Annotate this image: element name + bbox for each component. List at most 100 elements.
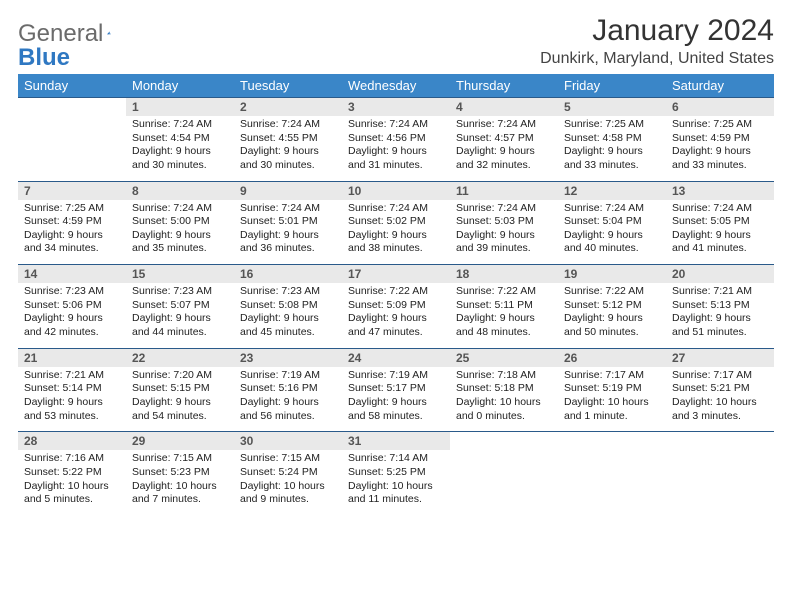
day-details: Sunrise: 7:24 AMSunset: 5:03 PMDaylight:… bbox=[450, 200, 558, 265]
day-details: Sunrise: 7:23 AMSunset: 5:08 PMDaylight:… bbox=[234, 283, 342, 348]
weekday-tuesday: Tuesday bbox=[234, 74, 342, 98]
calendar-cell: 4 Sunrise: 7:24 AMSunset: 4:57 PMDaylight… bbox=[450, 98, 558, 182]
calendar-cell bbox=[558, 432, 666, 515]
calendar-cell: 25Sunrise: 7:18 AMSunset: 5:18 PMDayligh… bbox=[450, 348, 558, 432]
day-detail-line: Sunrise: 7:25 AM bbox=[672, 118, 768, 132]
day-details: Sunrise: 7:23 AMSunset: 5:06 PMDaylight:… bbox=[18, 283, 126, 348]
day-number: 31 bbox=[342, 432, 450, 450]
day-details: Sunrise: 7:23 AMSunset: 5:07 PMDaylight:… bbox=[126, 283, 234, 348]
weekday-saturday: Saturday bbox=[666, 74, 774, 98]
day-details: Sunrise: 7:15 AMSunset: 5:23 PMDaylight:… bbox=[126, 450, 234, 515]
day-detail-line: Daylight: 9 hours and 40 minutes. bbox=[564, 229, 660, 256]
day-detail-line: Daylight: 9 hours and 51 minutes. bbox=[672, 312, 768, 339]
day-number: 17 bbox=[342, 265, 450, 283]
calendar-cell: 22Sunrise: 7:20 AMSunset: 5:15 PMDayligh… bbox=[126, 348, 234, 432]
day-detail-line: Daylight: 9 hours and 48 minutes. bbox=[456, 312, 552, 339]
day-number: 29 bbox=[126, 432, 234, 450]
calendar-cell: 5Sunrise: 7:25 AMSunset: 4:58 PMDaylight… bbox=[558, 98, 666, 182]
day-detail-line: Sunrise: 7:20 AM bbox=[132, 369, 228, 383]
day-detail-line: Daylight: 10 hours and 5 minutes. bbox=[24, 480, 120, 507]
day-detail-line: Daylight: 10 hours and 11 minutes. bbox=[348, 480, 444, 507]
day-detail-line: Sunset: 4:59 PM bbox=[24, 215, 120, 229]
day-detail-line: Sunset: 5:18 PM bbox=[456, 382, 552, 396]
calendar-cell: 28Sunrise: 7:16 AMSunset: 5:22 PMDayligh… bbox=[18, 432, 126, 515]
day-detail-line: Sunrise: 7:22 AM bbox=[348, 285, 444, 299]
day-detail-line: Sunrise: 7:23 AM bbox=[132, 285, 228, 299]
brand-logo: General bbox=[18, 14, 129, 48]
day-details: Sunrise: 7:19 AMSunset: 5:17 PMDaylight:… bbox=[342, 367, 450, 432]
day-details: Sunrise: 7:14 AMSunset: 5:25 PMDaylight:… bbox=[342, 450, 450, 515]
day-detail-line: Daylight: 9 hours and 31 minutes. bbox=[348, 145, 444, 172]
day-number: 4 bbox=[450, 98, 558, 116]
day-details: Sunrise: 7:22 AMSunset: 5:09 PMDaylight:… bbox=[342, 283, 450, 348]
day-detail-line: Daylight: 9 hours and 50 minutes. bbox=[564, 312, 660, 339]
day-details: Sunrise: 7:17 AMSunset: 5:19 PMDaylight:… bbox=[558, 367, 666, 432]
calendar-cell: 9Sunrise: 7:24 AMSunset: 5:01 PMDaylight… bbox=[234, 181, 342, 265]
day-detail-line: Sunset: 5:19 PM bbox=[564, 382, 660, 396]
day-detail-line: Sunrise: 7:15 AM bbox=[240, 452, 336, 466]
day-detail-line: Sunset: 5:05 PM bbox=[672, 215, 768, 229]
day-detail-line: Daylight: 9 hours and 39 minutes. bbox=[456, 229, 552, 256]
calendar-cell: 19Sunrise: 7:22 AMSunset: 5:12 PMDayligh… bbox=[558, 265, 666, 349]
day-detail-line: Daylight: 9 hours and 47 minutes. bbox=[348, 312, 444, 339]
day-detail-line: Sunrise: 7:24 AM bbox=[348, 118, 444, 132]
day-detail-line: Sunset: 5:16 PM bbox=[240, 382, 336, 396]
day-detail-line: Sunrise: 7:24 AM bbox=[456, 118, 552, 132]
day-detail-line: Daylight: 9 hours and 32 minutes. bbox=[456, 145, 552, 172]
day-detail-line: Sunrise: 7:24 AM bbox=[564, 202, 660, 216]
day-number: 23 bbox=[234, 349, 342, 367]
day-detail-line: Daylight: 9 hours and 42 minutes. bbox=[24, 312, 120, 339]
month-title: January 2024 bbox=[540, 14, 774, 48]
day-detail-line: Sunrise: 7:19 AM bbox=[348, 369, 444, 383]
day-details: Sunrise: 7:24 AMSunset: 4:55 PMDaylight:… bbox=[234, 116, 342, 181]
calendar-row: 28Sunrise: 7:16 AMSunset: 5:22 PMDayligh… bbox=[18, 432, 774, 515]
day-detail-line: Sunset: 5:14 PM bbox=[24, 382, 120, 396]
day-detail-line: Sunset: 4:56 PM bbox=[348, 132, 444, 146]
day-details: Sunrise: 7:21 AMSunset: 5:14 PMDaylight:… bbox=[18, 367, 126, 432]
location-text: Dunkirk, Maryland, United States bbox=[540, 50, 774, 68]
day-detail-line: Sunset: 5:02 PM bbox=[348, 215, 444, 229]
day-number: 18 bbox=[450, 265, 558, 283]
page-header: General January 2024 Dunkirk, Maryland, … bbox=[18, 14, 774, 68]
day-number: 15 bbox=[126, 265, 234, 283]
day-detail-line: Sunrise: 7:24 AM bbox=[672, 202, 768, 216]
day-detail-line: Sunset: 5:12 PM bbox=[564, 299, 660, 313]
day-number: 2 bbox=[234, 98, 342, 116]
day-detail-line: Sunrise: 7:24 AM bbox=[240, 202, 336, 216]
day-detail-line: Daylight: 9 hours and 33 minutes. bbox=[672, 145, 768, 172]
weekday-sunday: Sunday bbox=[18, 74, 126, 98]
day-detail-line: Sunset: 4:55 PM bbox=[240, 132, 336, 146]
day-detail-line: Sunset: 5:03 PM bbox=[456, 215, 552, 229]
day-details: Sunrise: 7:25 AMSunset: 4:58 PMDaylight:… bbox=[558, 116, 666, 181]
day-number: 5 bbox=[558, 98, 666, 116]
day-detail-line: Sunset: 5:17 PM bbox=[348, 382, 444, 396]
day-detail-line: Sunset: 4:57 PM bbox=[456, 132, 552, 146]
day-detail-line: Daylight: 10 hours and 1 minute. bbox=[564, 396, 660, 423]
calendar-row: 21Sunrise: 7:21 AMSunset: 5:14 PMDayligh… bbox=[18, 348, 774, 432]
day-number: 12 bbox=[558, 182, 666, 200]
day-detail-line: Sunrise: 7:25 AM bbox=[24, 202, 120, 216]
calendar-cell: 18Sunrise: 7:22 AMSunset: 5:11 PMDayligh… bbox=[450, 265, 558, 349]
day-detail-line: Sunrise: 7:16 AM bbox=[24, 452, 120, 466]
day-number: 21 bbox=[18, 349, 126, 367]
day-detail-line: Sunrise: 7:23 AM bbox=[240, 285, 336, 299]
day-detail-line: Sunset: 5:24 PM bbox=[240, 466, 336, 480]
day-detail-line: Sunset: 5:04 PM bbox=[564, 215, 660, 229]
day-detail-line: Sunset: 5:07 PM bbox=[132, 299, 228, 313]
calendar-cell: 8Sunrise: 7:24 AMSunset: 5:00 PMDaylight… bbox=[126, 181, 234, 265]
calendar-cell: 26Sunrise: 7:17 AMSunset: 5:19 PMDayligh… bbox=[558, 348, 666, 432]
calendar-cell: 14Sunrise: 7:23 AMSunset: 5:06 PMDayligh… bbox=[18, 265, 126, 349]
day-detail-line: Daylight: 10 hours and 0 minutes. bbox=[456, 396, 552, 423]
weekday-header-row: Sunday Monday Tuesday Wednesday Thursday… bbox=[18, 74, 774, 98]
day-detail-line: Daylight: 9 hours and 45 minutes. bbox=[240, 312, 336, 339]
day-details: Sunrise: 7:17 AMSunset: 5:21 PMDaylight:… bbox=[666, 367, 774, 432]
calendar-row: 7Sunrise: 7:25 AMSunset: 4:59 PMDaylight… bbox=[18, 181, 774, 265]
calendar-cell bbox=[18, 98, 126, 182]
day-detail-line: Sunset: 4:58 PM bbox=[564, 132, 660, 146]
calendar-cell: 24Sunrise: 7:19 AMSunset: 5:17 PMDayligh… bbox=[342, 348, 450, 432]
day-detail-line: Sunset: 5:25 PM bbox=[348, 466, 444, 480]
day-detail-line: Sunrise: 7:18 AM bbox=[456, 369, 552, 383]
weekday-thursday: Thursday bbox=[450, 74, 558, 98]
calendar-cell: 1Sunrise: 7:24 AMSunset: 4:54 PMDaylight… bbox=[126, 98, 234, 182]
day-number: 19 bbox=[558, 265, 666, 283]
